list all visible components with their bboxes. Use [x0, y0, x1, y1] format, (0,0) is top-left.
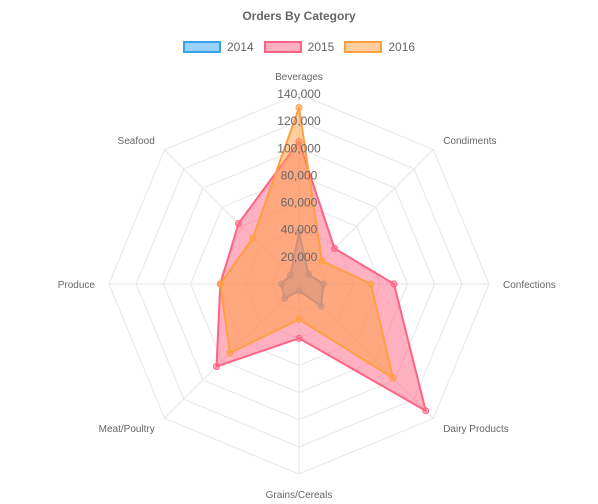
legend-item-2015[interactable]: 2015 — [263, 40, 335, 54]
r-tick-label: 120,000 — [277, 114, 321, 128]
r-tick-label: 20,000 — [281, 250, 318, 264]
category-label: Confections — [503, 280, 556, 291]
r-tick-label: 60,000 — [281, 196, 318, 210]
point-2016-5 — [226, 349, 234, 357]
category-label: Grains/Cereals — [266, 490, 333, 501]
r-tick-label: 100,000 — [277, 141, 321, 155]
point-2015-2 — [390, 280, 398, 288]
r-tick-label: 140,000 — [277, 87, 321, 101]
point-2016-7 — [249, 234, 257, 242]
category-label: Seafood — [118, 136, 155, 147]
point-2016-1 — [318, 257, 326, 265]
r-tick-label: 40,000 — [281, 223, 318, 237]
r-tick-label: 80,000 — [281, 168, 318, 182]
chart-title: Orders By Category — [242, 9, 356, 23]
legend-swatch-2014 — [182, 41, 221, 53]
legend-label-2014: 2014 — [226, 40, 254, 54]
point-2015-1 — [331, 245, 338, 252]
category-label: Dairy Products — [443, 424, 509, 435]
point-2016-6 — [216, 280, 224, 288]
point-2016-4 — [295, 315, 303, 323]
legend-swatch-2015 — [263, 41, 302, 53]
legend-item-2016[interactable]: 2016 — [344, 40, 415, 54]
category-label: Beverages — [275, 72, 323, 83]
point-2015-5 — [213, 363, 220, 370]
category-label: Produce — [58, 280, 96, 291]
category-label: Condiments — [443, 136, 496, 147]
point-2016-0 — [295, 104, 303, 112]
point-2015-4 — [295, 334, 303, 342]
point-2015-7 — [235, 220, 242, 227]
category-label: Meat/Poultry — [99, 424, 155, 435]
legend-swatch-2016 — [344, 41, 383, 53]
legend-item-2014[interactable]: 2014 — [182, 40, 254, 54]
point-2015-3 — [422, 407, 430, 415]
legend: 2014 2015 2016 — [0, 40, 598, 54]
legend-label-2015: 2015 — [307, 40, 335, 54]
legend-label-2016: 2016 — [388, 40, 416, 54]
point-2016-3 — [389, 374, 397, 382]
point-2016-2 — [367, 280, 375, 288]
